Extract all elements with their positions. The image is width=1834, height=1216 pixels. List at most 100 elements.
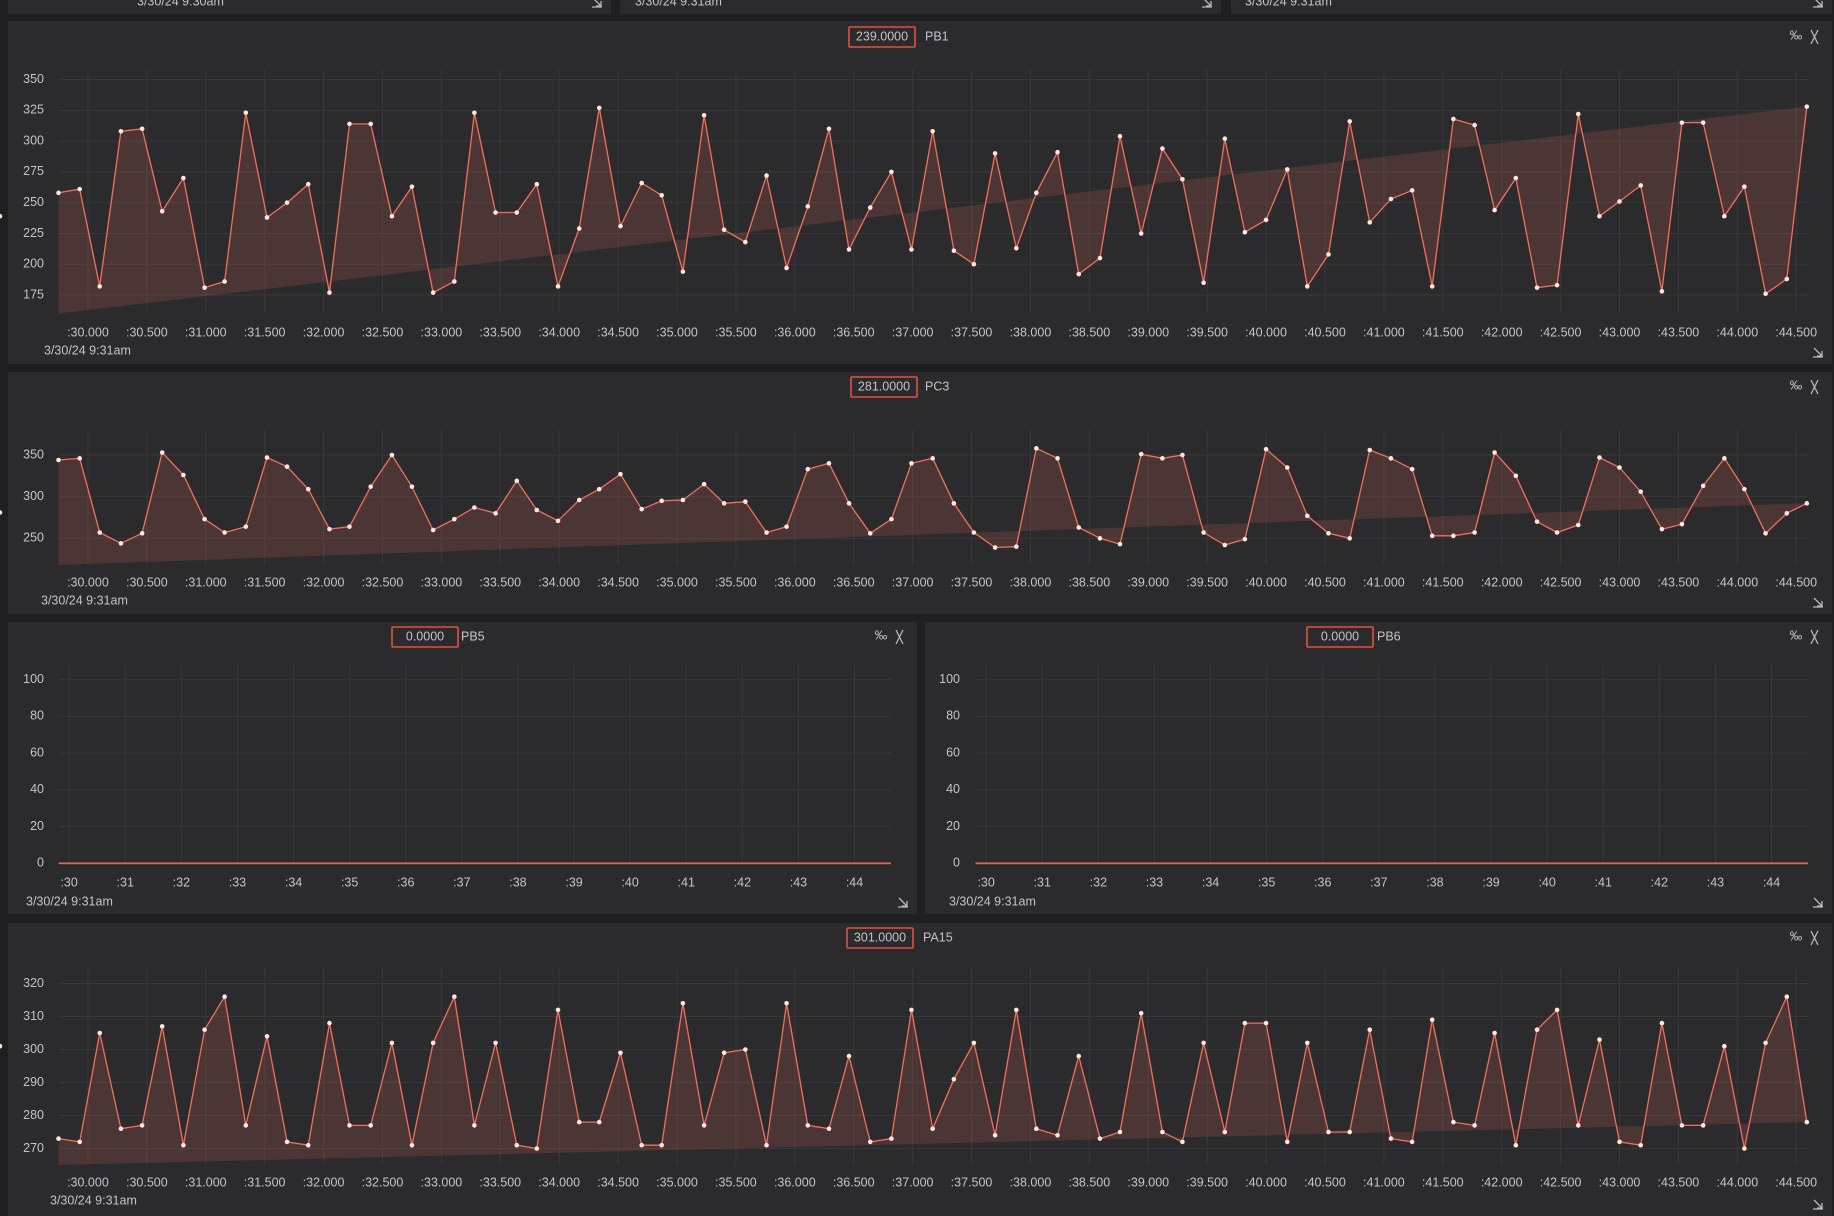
resize-handle[interactable] [1813, 897, 1823, 908]
x-tick-label: :44.000 [1716, 575, 1758, 589]
data-point [1263, 446, 1269, 452]
top-panel-timestamp: 3/30/24 9:31am [635, 0, 722, 8]
data-point [1700, 120, 1706, 125]
data-point [639, 1142, 644, 1148]
data-point [222, 530, 227, 535]
close-button[interactable] [895, 629, 904, 645]
data-point [764, 173, 769, 178]
resize-handle[interactable] [1813, 597, 1823, 608]
data-point [1242, 1020, 1248, 1026]
data-point [930, 1126, 935, 1131]
y-tick-label: 350 [23, 447, 44, 461]
unit-toggle[interactable]: ‰ [875, 628, 888, 642]
close-button[interactable] [1810, 29, 1819, 45]
x-tick-label: :43.000 [1599, 325, 1641, 339]
x-tick-label: :40.000 [1245, 575, 1287, 589]
close-button[interactable] [1810, 379, 1819, 395]
y-tick-label: 60 [946, 745, 960, 759]
data-point [1076, 1053, 1082, 1059]
current-value: 0.0000 [1321, 629, 1359, 643]
x-tick-label: :41.500 [1422, 325, 1464, 339]
x-tick-label: :44 [1763, 875, 1780, 889]
top-panel [1231, 0, 1832, 14]
data-point [368, 1123, 374, 1128]
resize-handle[interactable] [1813, 0, 1823, 8]
data-point [1117, 133, 1123, 139]
x-tick-label: :36.000 [774, 1175, 816, 1189]
data-point [202, 1027, 207, 1032]
data-point [1472, 122, 1477, 128]
data-point [327, 290, 332, 295]
x-tick-label: :42.500 [1540, 1175, 1582, 1189]
data-point [1097, 536, 1103, 541]
resize-handle[interactable] [1813, 347, 1823, 358]
data-point [1076, 271, 1082, 277]
data-point [159, 1024, 165, 1029]
data-point [1679, 120, 1685, 125]
x-tick-label: :40 [621, 875, 638, 889]
current-value-box [1306, 626, 1374, 648]
data-point [1263, 1020, 1269, 1026]
data-point [243, 1123, 249, 1128]
resize-handle[interactable] [1813, 1199, 1823, 1210]
data-point [1513, 473, 1519, 479]
data-point [327, 526, 332, 532]
data-point [452, 994, 457, 999]
data-point [1659, 289, 1665, 294]
x-tick-label: :38.000 [1010, 325, 1052, 339]
data-point [846, 247, 852, 252]
top-panel-timestamp: 3/30/24 9:30am [137, 0, 224, 8]
x-tick-label: :36.000 [774, 575, 816, 589]
y-tick-label: 225 [23, 226, 44, 240]
data-point [284, 464, 290, 469]
x-tick-label: :35.500 [715, 1175, 757, 1189]
data-point [202, 285, 207, 290]
x-tick-label: :37.500 [951, 575, 993, 589]
close-button[interactable] [1810, 930, 1819, 946]
data-point [1804, 104, 1810, 109]
data-point [1534, 285, 1540, 290]
data-point [784, 1001, 789, 1006]
unit-toggle[interactable]: ‰ [1790, 628, 1803, 642]
data-point [1160, 146, 1165, 151]
data-point [1722, 456, 1727, 461]
x-tick-label: :42.500 [1540, 325, 1582, 339]
y-tick-label: 40 [30, 782, 44, 796]
data-point [867, 531, 873, 536]
timestamp: 3/30/24 9:31am [949, 894, 1036, 908]
data-point [1180, 176, 1185, 182]
timestamp: 3/30/24 9:31am [41, 593, 128, 607]
resize-handle[interactable] [592, 0, 602, 8]
data-point [1804, 1119, 1810, 1125]
data-point [327, 1020, 332, 1026]
data-point [1617, 465, 1622, 470]
data-point [889, 169, 894, 175]
chart-panel: 0 20 40 60 80 100:30:31:32:33:34:35:36:37:38:… [8, 622, 917, 914]
data-point [97, 1030, 103, 1036]
unit-toggle[interactable]: ‰ [1790, 929, 1803, 943]
close-button[interactable] [1810, 629, 1819, 645]
x-tick-label: :31 [1034, 875, 1051, 889]
x-tick-label: :30.500 [126, 575, 168, 589]
data-point [1492, 1030, 1497, 1036]
data-point [618, 223, 623, 229]
series-name: PB5 [461, 629, 485, 643]
resize-handle[interactable] [898, 897, 908, 908]
data-point [1242, 229, 1248, 235]
unit-toggle[interactable]: ‰ [1790, 28, 1803, 42]
x-tick-label: :40.500 [1304, 325, 1346, 339]
close-icon [1810, 29, 1819, 45]
data-point [159, 450, 165, 455]
data-point [1409, 188, 1415, 193]
resize-icon [898, 897, 908, 908]
data-point [1409, 466, 1415, 472]
data-point [743, 499, 748, 504]
resize-handle[interactable] [1202, 0, 1212, 8]
data-point [1597, 213, 1602, 219]
current-value: 281.0000 [858, 379, 910, 393]
data-point [139, 1123, 145, 1128]
data-point [1429, 284, 1435, 289]
chart-panel: 0 20 40 60 80 100:30:31:32:33:34:35:36:37:38:… [925, 622, 1832, 914]
x-tick-label: :37.000 [892, 1175, 934, 1189]
unit-toggle[interactable]: ‰ [1790, 378, 1803, 392]
